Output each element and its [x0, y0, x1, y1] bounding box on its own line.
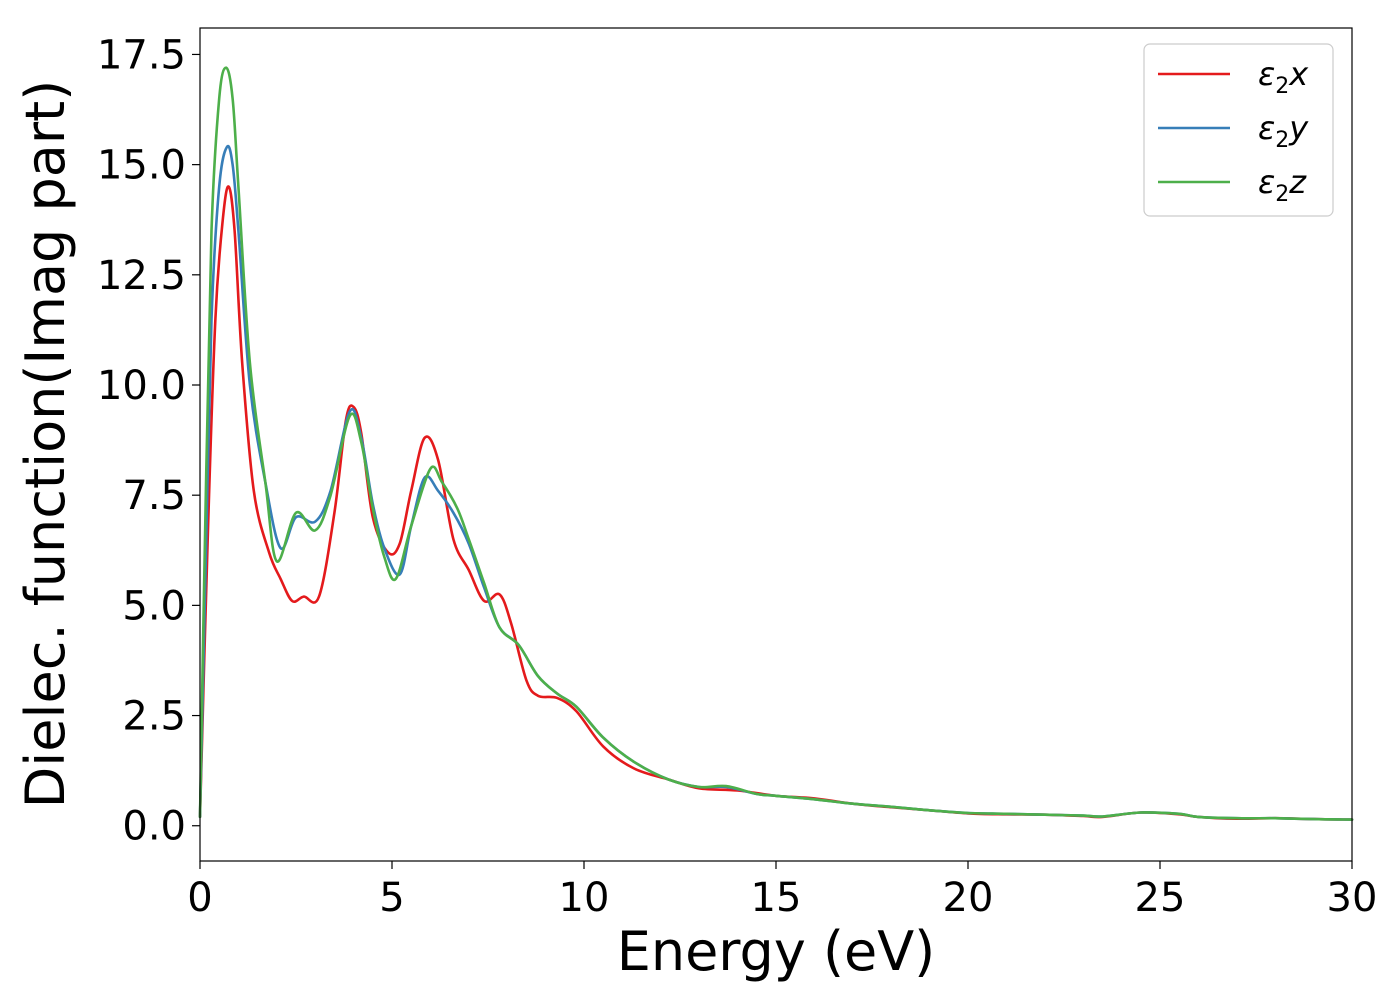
x-tick-label: 25: [1135, 875, 1186, 921]
y-tick-label: 2.5: [122, 694, 186, 740]
y-tick-label: 17.5: [97, 32, 186, 78]
plot-frame: [199, 27, 1353, 862]
series-layer: [198, 66, 1354, 821]
legend-label-subscript: 2: [1275, 128, 1289, 153]
legend-label-base: ε: [1258, 163, 1275, 201]
x-tick-label: 0: [187, 875, 212, 921]
x-tick-label: 5: [379, 875, 404, 921]
x-tick-label: 30: [1327, 875, 1378, 921]
y-tick-label: 15.0: [97, 143, 186, 189]
y-tick-label: 5.0: [122, 583, 186, 629]
legend-label-base: ε: [1258, 109, 1275, 147]
x-axis-label: Energy (eV): [617, 920, 936, 983]
legend-label-component: x: [1288, 55, 1309, 93]
legend-label-component: z: [1288, 163, 1307, 201]
legend-label-z: ε2z: [1258, 163, 1307, 207]
y-axis-label: Dielec. function(Imag part): [14, 80, 77, 809]
legend-label-base: ε: [1258, 55, 1275, 93]
legend-label-x: ε2x: [1258, 55, 1309, 99]
legend-label-component: y: [1288, 109, 1309, 147]
y-tick-label: 10.0: [97, 363, 186, 409]
x-tick-label: 15: [751, 875, 802, 921]
y-tick-label: 12.5: [97, 253, 186, 299]
y-tick-label: 7.5: [122, 473, 186, 519]
series-line-z: [198, 66, 1354, 821]
series-line-y: [198, 144, 1354, 821]
y-tick-label: 0.0: [122, 804, 186, 850]
x-tick-label: 10: [559, 875, 610, 921]
legend-label-y: ε2y: [1258, 109, 1309, 153]
ticks-layer: 0 5 10 15 20 25 30 0.0 2.5 5.0 7.5 10.0 12.5 15.0 17.5: [97, 32, 1378, 921]
legend-label-subscript: 2: [1275, 182, 1289, 207]
legend-label-subscript: 2: [1275, 74, 1289, 99]
legend-box: [1143, 43, 1334, 217]
x-tick-label: 20: [943, 875, 994, 921]
